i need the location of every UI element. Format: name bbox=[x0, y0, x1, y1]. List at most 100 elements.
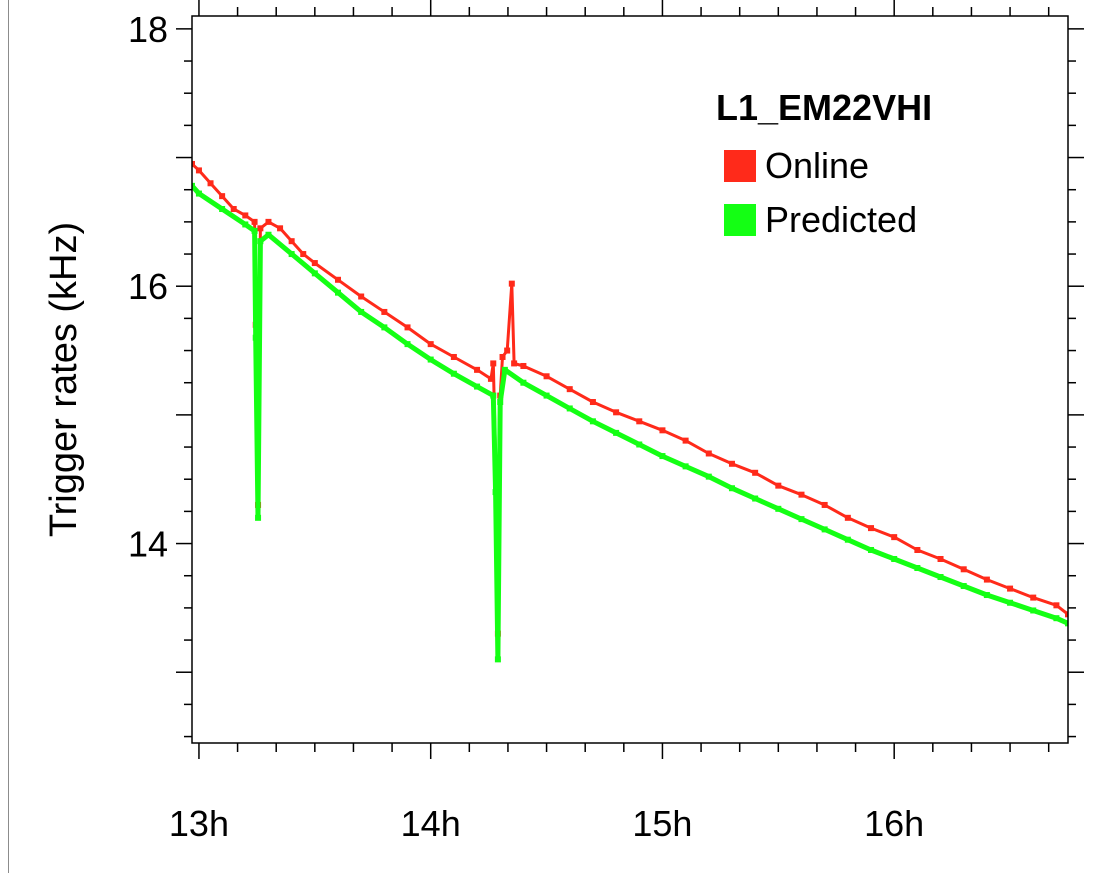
data-point-online bbox=[659, 427, 666, 434]
data-point-predicted bbox=[705, 473, 712, 480]
data-point-online bbox=[520, 362, 527, 369]
data-point-predicted bbox=[404, 341, 411, 348]
data-point-online bbox=[914, 546, 921, 553]
data-point-online bbox=[195, 167, 202, 174]
data-point-predicted bbox=[251, 227, 258, 234]
data-point-predicted bbox=[752, 495, 759, 502]
data-point-online bbox=[265, 218, 272, 225]
data-point-predicted bbox=[492, 489, 499, 496]
data-point-online bbox=[891, 534, 898, 541]
data-point-online bbox=[821, 501, 828, 508]
left-frame-line bbox=[8, 0, 9, 873]
data-point-predicted bbox=[497, 399, 504, 406]
x-tick-label: 16h bbox=[864, 803, 924, 844]
data-point-predicted bbox=[255, 514, 262, 521]
series-predicted bbox=[192, 182, 1068, 663]
data-point-predicted bbox=[1065, 620, 1068, 627]
data-point-predicted bbox=[1030, 607, 1037, 614]
data-point-online bbox=[300, 251, 307, 258]
data-point-predicted bbox=[335, 289, 341, 296]
ticks-layer bbox=[176, 0, 1084, 759]
data-point-online bbox=[230, 206, 237, 213]
data-point-predicted bbox=[821, 526, 828, 533]
data-point-predicted bbox=[1007, 599, 1014, 606]
labels-layer: 13h 14h 15h 16h 14 16 18 bbox=[128, 9, 924, 844]
data-point-predicted bbox=[311, 270, 318, 277]
data-point-predicted bbox=[520, 379, 527, 386]
data-point-predicted bbox=[427, 356, 434, 363]
plot-frame bbox=[191, 15, 1069, 744]
data-point-online bbox=[335, 276, 341, 283]
data-point-online bbox=[499, 353, 506, 360]
data-point-online bbox=[311, 260, 318, 267]
data-point-online bbox=[543, 373, 550, 380]
data-point-predicted bbox=[589, 418, 596, 425]
data-point-online bbox=[937, 555, 944, 562]
data-point-predicted bbox=[613, 429, 620, 436]
data-point-predicted bbox=[265, 231, 272, 238]
data-point-online bbox=[257, 225, 264, 232]
data-point-online bbox=[566, 386, 573, 393]
data-point-online bbox=[682, 437, 689, 444]
data-point-predicted bbox=[543, 392, 550, 399]
legend-title: L1_EM22VHI bbox=[716, 87, 932, 128]
legend-label-predicted: Predicted bbox=[765, 199, 917, 240]
y-tick-label: 18 bbox=[128, 9, 168, 50]
series-line-predicted bbox=[192, 184, 1068, 662]
data-point-online bbox=[589, 399, 596, 406]
data-point-predicted bbox=[868, 546, 875, 553]
data-point-predicted bbox=[501, 366, 508, 373]
data-point-online bbox=[487, 375, 494, 382]
data-point-online bbox=[705, 450, 712, 457]
data-point-predicted bbox=[257, 238, 264, 245]
data-point-online bbox=[511, 360, 518, 367]
series-online bbox=[192, 160, 1068, 637]
y-tick-label: 14 bbox=[128, 524, 168, 565]
data-point-online bbox=[636, 418, 643, 425]
data-point-predicted bbox=[219, 206, 226, 213]
data-point-predicted bbox=[937, 574, 944, 581]
data-point-online bbox=[277, 225, 284, 232]
data-point-online bbox=[868, 525, 875, 532]
series-line-online bbox=[192, 162, 1068, 636]
data-point-online bbox=[219, 193, 226, 200]
legend-label-online: Online bbox=[765, 145, 869, 186]
data-point-predicted bbox=[358, 308, 365, 315]
data-point-predicted bbox=[983, 592, 990, 599]
data-point-predicted bbox=[1053, 615, 1060, 622]
data-point-online bbox=[288, 238, 295, 245]
x-tick-label: 15h bbox=[632, 803, 692, 844]
data-point-online bbox=[983, 576, 990, 583]
data-point-online bbox=[752, 469, 759, 476]
data-point-online bbox=[508, 280, 515, 287]
data-point-online bbox=[207, 180, 214, 187]
data-point-online bbox=[1007, 585, 1014, 592]
data-point-predicted bbox=[288, 251, 295, 258]
data-point-online bbox=[404, 324, 411, 331]
data-point-predicted bbox=[252, 334, 259, 341]
data-point-predicted bbox=[450, 370, 457, 377]
legend-swatch-online bbox=[724, 150, 756, 182]
y-tick-label: 16 bbox=[128, 266, 168, 307]
data-point-predicted bbox=[195, 190, 202, 197]
data-point-online bbox=[192, 160, 195, 167]
data-point-online bbox=[504, 347, 511, 354]
data-point-predicted bbox=[960, 583, 967, 590]
data-point-online bbox=[358, 293, 365, 300]
legend-swatch-predicted bbox=[724, 204, 756, 236]
data-point-online bbox=[844, 514, 851, 521]
data-point-online bbox=[1053, 602, 1060, 609]
x-tick-label: 13h bbox=[169, 803, 229, 844]
data-point-predicted bbox=[914, 565, 921, 572]
data-point-online bbox=[427, 341, 434, 348]
data-point-predicted bbox=[490, 392, 497, 399]
data-point-predicted bbox=[494, 656, 501, 663]
data-point-online bbox=[474, 366, 481, 373]
data-point-predicted bbox=[242, 221, 249, 228]
series-layer bbox=[192, 160, 1068, 663]
legend: L1_EM22VHI Online Predicted bbox=[716, 87, 932, 240]
data-point-predicted bbox=[682, 463, 689, 470]
data-point-predicted bbox=[728, 485, 735, 492]
data-point-online bbox=[490, 360, 497, 367]
